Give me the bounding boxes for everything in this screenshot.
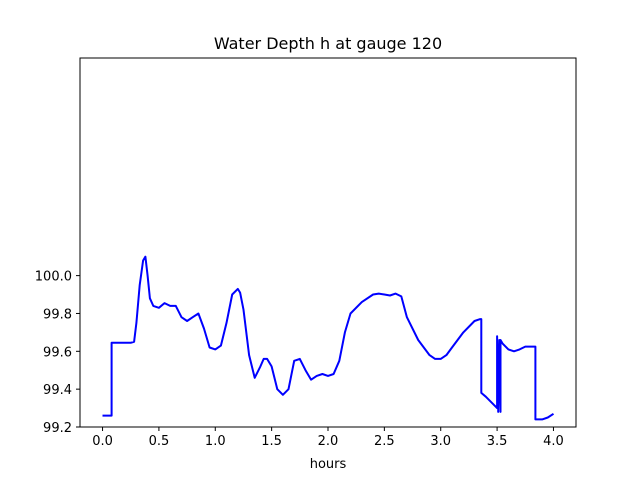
x-tick-label: 1.5 [261,434,282,449]
x-tick-label: 1.0 [205,434,226,449]
x-tick-label: 4.0 [543,434,564,449]
y-tick-label: 99.6 [43,345,72,360]
y-tick-label: 99.4 [43,383,72,398]
x-tick-label: 3.5 [487,434,508,449]
x-tick-label: 3.0 [430,434,451,449]
y-tick-label: 100.0 [35,270,72,285]
x-tick-label: 2.0 [318,434,339,449]
y-tick-label: 99.2 [43,421,72,436]
x-tick-label: 0.5 [149,434,170,449]
x-tick-label: 2.5 [374,434,395,449]
x-tick-label: 0.0 [92,434,113,449]
axis-ticks: 0.0 0.5 1.0 1.5 2.0 2.5 3.0 3.5 4.0 99.2 99.4 99.6 9… [35,270,564,449]
series-line [102,255,555,421]
y-tick-label: 99.8 [43,307,72,322]
chart-title: Water Depth h at gauge 120 [214,34,442,53]
x-axis-label: hours [310,457,347,472]
plot-frame [79,57,577,428]
